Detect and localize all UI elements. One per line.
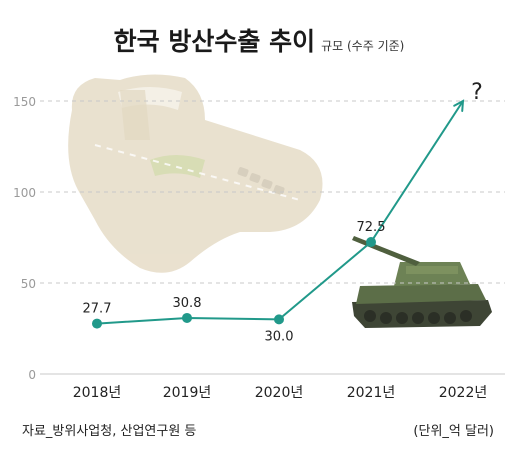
x-tick-label: 2019년	[163, 385, 212, 401]
data-label: 27.7	[83, 302, 112, 317]
data-label: ?	[471, 80, 483, 105]
x-tick-label: 2020년	[255, 385, 304, 401]
source-note: 자료_방위사업청, 산업연구원 등	[22, 424, 197, 439]
data-label: 72.5	[357, 220, 386, 235]
chart-subtitle: 규모 (수주 기준)	[321, 39, 405, 53]
y-tick-label: 0	[28, 368, 36, 382]
data-label: 30.0	[265, 329, 294, 344]
data-point	[92, 318, 102, 329]
x-tick-label: 2022년	[439, 385, 488, 401]
y-tick-label: 50	[21, 277, 36, 291]
grid-lines	[40, 100, 505, 375]
data-point	[182, 312, 192, 323]
unit-note: (단위_억 달러)	[413, 424, 494, 439]
data-label: 30.8	[173, 296, 202, 311]
tank-illustration	[352, 236, 492, 328]
x-tick-label: 2018년	[73, 385, 122, 401]
x-axis-ticks: 2018년 2019년 2020년 2021년 2022년	[73, 385, 488, 401]
chart-title-block: 한국 방산수출 추이 규모 (수주 기준)	[0, 22, 518, 58]
x-tick-label: 2021년	[347, 385, 396, 401]
y-axis-ticks: 0 50 100 150	[13, 95, 36, 382]
carrier-illustration	[68, 74, 323, 273]
data-labels: 27.7 30.8 30.0 72.5?	[83, 80, 483, 344]
y-tick-label: 100	[13, 186, 36, 200]
data-point	[274, 314, 284, 325]
data-point	[366, 237, 376, 248]
chart-title: 한국 방산수출 추이	[113, 27, 316, 56]
y-tick-label: 150	[13, 95, 36, 109]
series-arrowhead	[453, 99, 465, 112]
data-points	[92, 237, 376, 329]
